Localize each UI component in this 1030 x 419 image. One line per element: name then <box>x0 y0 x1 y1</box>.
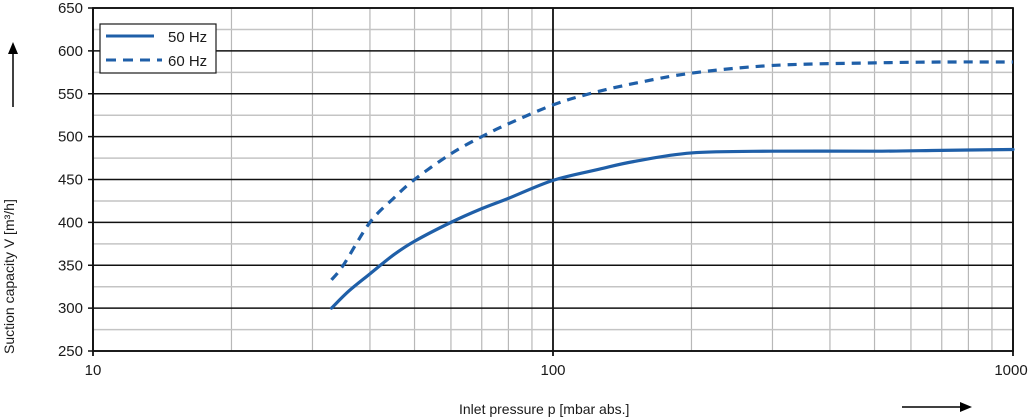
y-axis-arrow-icon <box>8 42 18 107</box>
y-axis-label: Suction capacity V [m³/h] <box>1 199 17 354</box>
legend-box <box>99 23 217 74</box>
x-axis-arrow-icon <box>902 402 972 412</box>
y-tick-label: 400 <box>58 214 83 231</box>
major-gridlines <box>88 7 1014 356</box>
tick-labels: 250 300 350 400 450 500 550 600 650 10 100 1000 <box>58 0 1028 379</box>
x-tick-label: 10 <box>85 362 102 379</box>
legend: 50 Hz 60 Hz <box>99 23 217 74</box>
legend-label-60hz: 60 Hz <box>168 53 207 70</box>
x-axis-label: Inlet pressure p [mbar abs.] <box>459 401 629 417</box>
y-tick-label: 600 <box>58 43 83 60</box>
y-tick-label: 500 <box>58 129 83 146</box>
x-tick-label: 100 <box>540 362 565 379</box>
plot-frame <box>92 7 1014 352</box>
series-layer <box>329 60 1015 310</box>
y-tick-label: 650 <box>58 0 83 17</box>
y-tick-label: 450 <box>58 172 83 189</box>
x-tick-label: 1000 <box>994 362 1027 379</box>
y-tick-label: 550 <box>58 86 83 103</box>
series-line-50hz <box>329 147 1015 310</box>
y-tick-label: 300 <box>58 300 83 317</box>
legend-label-50hz: 50 Hz <box>168 29 207 46</box>
y-tick-label: 250 <box>58 343 83 360</box>
y-tick-label: 350 <box>58 257 83 274</box>
